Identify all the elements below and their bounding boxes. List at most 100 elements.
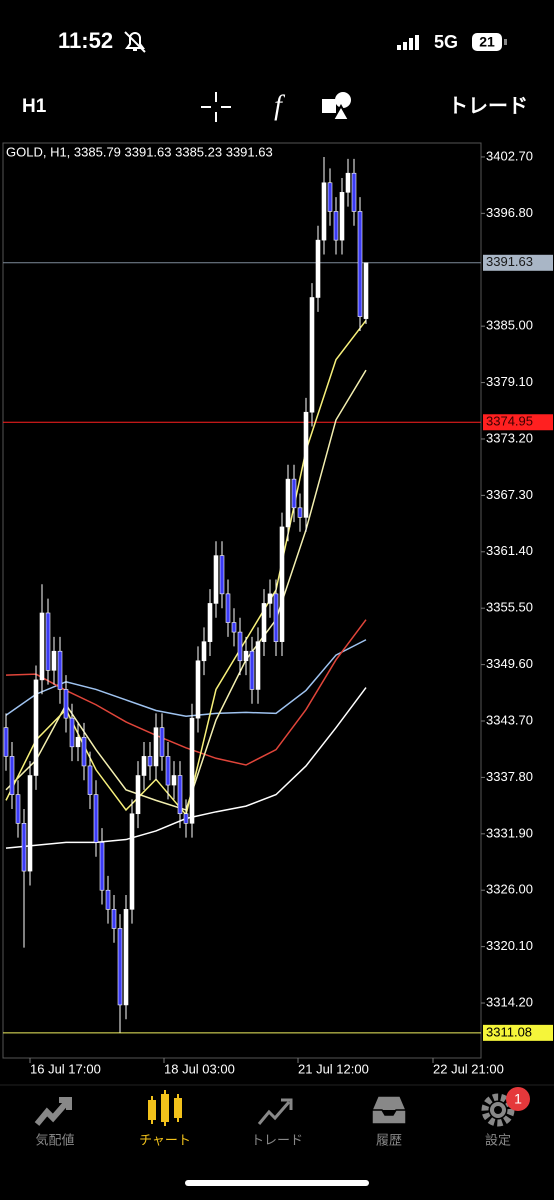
y-tick-label: 3373.20 [486,430,533,445]
candle-body [105,889,111,910]
y-tick-label: 3355.50 [486,600,533,615]
candle-body [111,909,117,929]
tab-icon [161,1094,169,1122]
mute-icon [124,31,146,53]
tab-icon [481,1093,515,1127]
price-label: 3311.08 [486,1024,532,1039]
candle-body [207,603,213,642]
candle-body [51,650,57,671]
tab-bar: 気配値 チャート トレード 履歴 1 設定 [34,1087,530,1147]
candle-body [237,631,243,662]
y-tick-label: 3343.70 [486,712,533,727]
candle-body [201,641,207,662]
candle-body [3,727,9,757]
candle-body [159,727,165,757]
candle-body [219,555,225,595]
candle-body [69,717,75,748]
candle-body [321,182,327,241]
candle-body [177,775,183,815]
candle-body [315,239,321,298]
candle-body [267,593,273,604]
y-tick-label: 3385.00 [486,318,533,333]
y-tick-label: 3361.40 [486,543,533,558]
y-tick-label: 3331.90 [486,825,533,840]
y-tick-label: 3396.80 [486,205,533,220]
candle-body [171,775,177,786]
candle-body [291,478,297,509]
candle-body [81,736,87,767]
price-label-bg [483,1024,553,1041]
candle-body [75,736,81,748]
candle-body [255,641,261,690]
candle-body [165,756,171,786]
candle-body [213,555,219,604]
candle-body [243,650,249,662]
candle-body [261,603,267,642]
candle-body [231,622,237,633]
candle-body [129,813,135,910]
price-label: 3391.63 [486,254,533,269]
price-label-bg [483,254,553,271]
y-tick-label: 3367.30 [486,487,533,502]
candle-body [15,794,21,824]
candle-body [135,775,141,815]
x-tick-label: 18 Jul 03:00 [164,1061,235,1076]
candle-body [57,650,63,690]
trade-button[interactable]: トレード [448,95,528,117]
badge-count: 1 [514,1091,522,1107]
tab-icon [494,1106,502,1114]
candle-body [327,182,333,212]
y-tick-label: 3402.70 [486,148,533,163]
candle-body [21,822,27,872]
candle-body [225,593,231,623]
chart-frame [2,142,482,1059]
tab-item[interactable]: 履歴 [371,1095,407,1147]
network: 5G [434,32,458,52]
clock: 11:52 [58,28,113,53]
objects-button[interactable] [322,92,351,121]
candle-body [333,211,339,241]
y-tick-label: 3379.10 [486,374,533,389]
candle-body [27,775,33,872]
timeframe-button[interactable]: H1 [22,96,47,117]
candle-body [189,717,195,824]
indicator-button[interactable]: f [274,90,285,121]
y-tick-label: 3314.20 [486,994,533,1009]
tab-item[interactable]: トレード [251,1098,303,1147]
tab-label: チャート [139,1132,191,1147]
tab-label: トレード [251,1132,303,1147]
tab-item[interactable]: 1 設定 [481,1087,530,1147]
candle-body [345,172,351,193]
candle-body [141,756,147,776]
candle-body [273,593,279,642]
y-tick-label: 3337.80 [486,769,533,784]
candle-body [297,507,303,518]
candle-body [153,727,159,767]
y-tick-label: 3320.10 [486,938,533,953]
price-label: 3374.95 [486,414,533,429]
candle-body [9,756,15,795]
tab-item[interactable]: 気配値 [34,1097,75,1147]
y-tick-label: 3349.60 [486,656,533,671]
home-indicator [185,1180,369,1186]
candle-body [117,928,123,1006]
candle-body [357,211,363,317]
candle-body [285,478,291,528]
tab-icon [371,1095,407,1125]
chart-title: GOLD, H1, 3385.79 3391.63 3385.23 3391.6… [6,144,273,159]
candle-body [195,660,201,719]
crosshair-button[interactable] [201,92,231,122]
candle-body [303,411,309,518]
candle-body [45,612,51,671]
tab-icon [148,1100,156,1120]
battery-level: 21 [479,34,495,50]
tab-item[interactable]: チャート [139,1090,191,1147]
candle-body [93,794,99,843]
candle-body [339,192,345,241]
tab-label: 気配値 [35,1132,74,1147]
signal-icon [397,35,419,50]
candle-body [279,526,285,642]
candle-body [33,679,39,776]
price-label-bg [483,414,553,431]
